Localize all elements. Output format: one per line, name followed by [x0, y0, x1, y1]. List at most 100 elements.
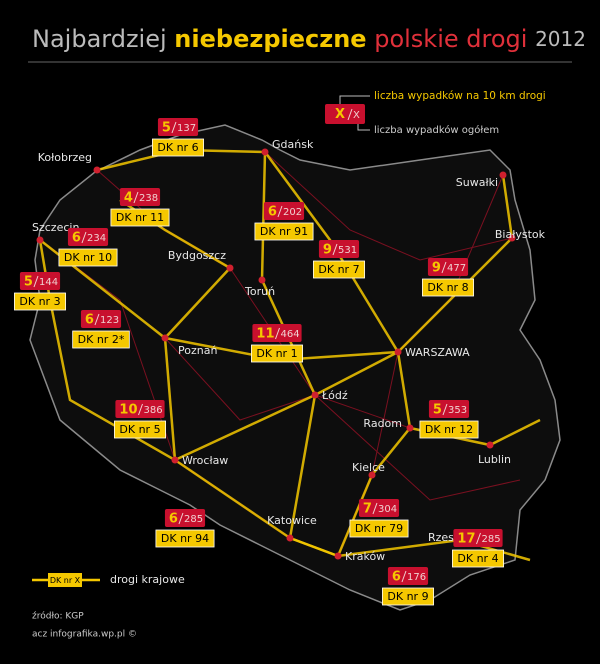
rate-value: 9	[323, 243, 332, 258]
road-badge: 6 234 DK nr 10	[58, 228, 118, 267]
city-dot	[394, 348, 402, 356]
legend-pointer	[339, 95, 370, 104]
country-outline	[29, 124, 561, 611]
road-line	[397, 174, 514, 353]
slash	[275, 327, 280, 340]
rate-box	[164, 509, 206, 527]
road-badge: 4 238 DK nr 11	[110, 188, 170, 227]
road-label: DK nr 7	[318, 263, 359, 276]
road-label: DK nr 8	[427, 281, 468, 294]
rate-value: 7	[363, 502, 372, 517]
road-label: DK nr 3	[19, 295, 60, 308]
road-badge: 7 304 DK nr 79	[349, 499, 409, 538]
road-line	[163, 337, 177, 461]
title-year: 2012	[535, 27, 586, 51]
slash	[138, 403, 143, 416]
rate-box	[358, 499, 400, 517]
road-label: DK nr 79	[355, 522, 403, 535]
rate-value: 11	[256, 327, 274, 342]
road-label: DK nr 11	[116, 211, 164, 224]
road-badge: 10 386 DK nr 5	[114, 400, 166, 439]
rate-box	[115, 400, 165, 418]
rate-value: 9	[432, 261, 441, 276]
city-label: WARSZAWA	[405, 346, 470, 359]
total-value: 144	[39, 277, 58, 288]
road-label: DK nr 12	[425, 423, 473, 436]
total-value: 137	[177, 123, 196, 134]
road-label-box	[251, 344, 303, 363]
total-value: 202	[283, 207, 302, 218]
title-part: niebezpieczne	[174, 25, 366, 53]
rate-value: 6	[85, 313, 94, 328]
legend-rate-symbol: X	[335, 107, 345, 122]
legend-road-symbol: DK nr X	[50, 576, 81, 585]
city-label: Łódź	[321, 389, 348, 402]
city-dot	[161, 334, 169, 342]
rate-value: 6	[169, 512, 178, 527]
rate-value: 6	[268, 205, 277, 220]
rate-box	[19, 272, 61, 290]
credit: acz infografika.wp.pl ©	[32, 630, 137, 640]
minor-road	[264, 151, 513, 261]
slash	[94, 313, 100, 326]
city-dot	[171, 456, 179, 464]
rate-box	[157, 118, 199, 136]
city-dot	[508, 234, 516, 242]
road-label: DK nr 1	[256, 347, 297, 360]
title-part: polskie drogi	[374, 25, 527, 53]
city-label: Poznań	[178, 344, 217, 357]
road-label: DK nr 2*	[78, 333, 125, 346]
legend-total-symbol: X	[353, 110, 360, 121]
road-label-box	[58, 248, 118, 267]
total-value: 477	[447, 263, 466, 274]
road-badge: 6 202 DK nr 91	[254, 202, 314, 241]
city-label: Bydgoszcz	[168, 249, 226, 262]
rate-value: 10	[119, 403, 137, 418]
rate-box	[427, 258, 469, 276]
rate-box	[119, 188, 161, 206]
road-badge: 11 464 DK nr 1	[251, 324, 303, 363]
city-label: Kołobrzeg	[38, 151, 92, 164]
city-dot	[311, 391, 319, 399]
city-label: Kraków	[345, 550, 385, 563]
total-value: 234	[87, 233, 106, 244]
total-value: 531	[338, 245, 357, 256]
source: źródło: KGP	[32, 611, 84, 622]
city-label: Toruń	[244, 285, 275, 298]
road-label: DK nr 6	[157, 141, 198, 154]
road-label-box	[152, 138, 204, 157]
rate-box	[67, 228, 109, 246]
city-dot	[486, 441, 494, 449]
rate-value: 4	[124, 191, 133, 206]
road-label: DK nr 9	[387, 590, 428, 603]
road-badge: 9 477 DK nr 8	[422, 258, 474, 297]
city-label: Katowice	[267, 514, 317, 527]
road-badge: 5 353 DK nr 12	[419, 400, 479, 439]
road-label-box	[419, 420, 479, 439]
city-dot	[368, 471, 376, 479]
legend-pointer	[357, 124, 370, 131]
road-label: DK nr 91	[260, 225, 308, 238]
road-label-box	[422, 278, 474, 297]
legend-rate-label: liczba wypadków na 10 km drogi	[374, 90, 546, 102]
rate-box	[252, 324, 302, 342]
rate-box	[453, 529, 503, 547]
road-badge: 9 531 DK nr 7	[313, 240, 365, 279]
slash	[332, 243, 338, 256]
slash	[441, 261, 447, 274]
road-label-box	[349, 519, 409, 538]
city-dot	[36, 236, 44, 244]
city-dot	[499, 171, 507, 179]
title: Najbardziej niebezpieczne polskie drogi …	[32, 25, 586, 53]
city-label: Białystok	[495, 228, 546, 241]
slash	[81, 231, 87, 244]
road-label: DK nr 10	[64, 251, 112, 264]
city-dot	[226, 264, 234, 272]
road-label-box	[110, 208, 170, 227]
total-value: 386	[144, 405, 163, 416]
total-value: 353	[448, 405, 467, 416]
road-label-box	[114, 420, 166, 439]
slash	[476, 532, 481, 545]
